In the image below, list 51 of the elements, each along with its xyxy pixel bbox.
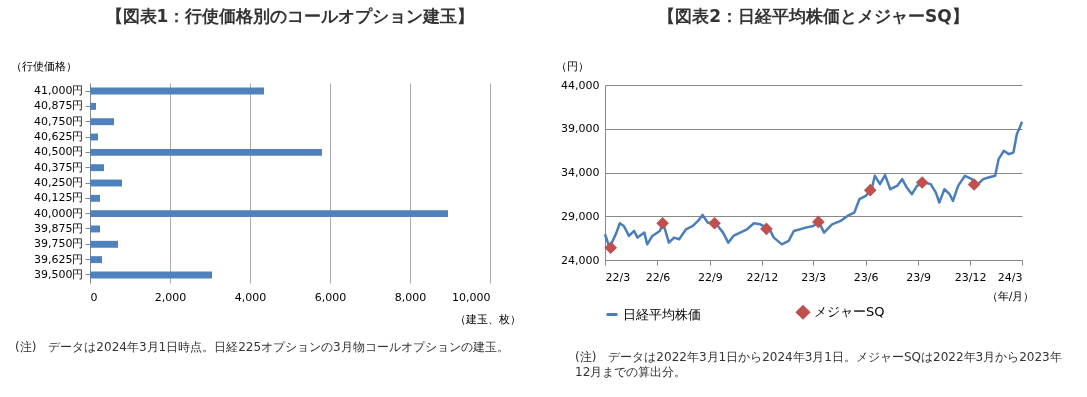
y-tick-label: 40,375円 (34, 160, 84, 174)
x-tick-label: 22/12 (746, 270, 779, 284)
x-tick-label: 23/3 (801, 270, 827, 284)
bar (90, 148, 322, 156)
x-tick-label: 4,000 (234, 290, 267, 304)
y-tick-label: 29,000 (561, 209, 600, 223)
legend-label: メジャーSQ (814, 304, 885, 320)
y-tick-label: 39,625円 (34, 252, 84, 266)
y-tick-label: 40,000円 (34, 206, 84, 220)
y-tick-label: 40,750円 (34, 114, 84, 128)
x-tick-label: 10,000 (452, 290, 491, 304)
y-tick-label: 40,625円 (34, 130, 84, 144)
x-tick-label: 2,000 (154, 290, 187, 304)
x-tick-label: 8,000 (394, 290, 427, 304)
bar (90, 164, 104, 172)
bar (90, 240, 118, 248)
x-tick-label: 0 (90, 290, 98, 304)
x-tick-label: 23/9 (906, 270, 932, 284)
y-axis-title: （円） (555, 59, 589, 73)
y-tick-label: 40,250円 (34, 176, 84, 189)
x-tick-label: 6,000 (314, 290, 347, 304)
y-tick-label: 24,000 (561, 253, 600, 267)
x-tick-label: 22/6 (645, 270, 671, 284)
chart-title: 【図表1：行使価格別のコールオプション建玉】 (105, 6, 475, 26)
bar (90, 194, 100, 202)
x-tick-label: 23/6 (853, 270, 879, 284)
y-tick-label: 39,875円 (34, 221, 84, 235)
legend-label: 日経平均株価 (623, 306, 701, 322)
y-tick-label: 44,000 (561, 78, 600, 92)
x-axis-title: （建玉、枚） (454, 312, 521, 326)
x-tick-label: 23/12 (954, 270, 987, 284)
y-tick-label: 40,500円 (34, 145, 84, 159)
y-axis-title: （行使価格） (10, 59, 77, 73)
x-tick-label: 22/9 (698, 270, 723, 284)
text: (注) データは2022年3月1日から2024年3月1日。メジャーSQは2022年3月から2023年12月までの算出分。 (575, 350, 1063, 380)
y-tick-label: 41,000円 (34, 84, 84, 98)
y-tick-label: 40,875円 (34, 99, 84, 113)
text: (注) データは2024年3月1日時点。日経225オプションの3月物コールオプションの建玉。 (15, 340, 510, 355)
chart-title: 【図表2：日経平均株価とメジャーSQ】 (658, 6, 969, 26)
y-tick-label: 39,750円 (34, 237, 84, 251)
y-tick-label: 40,125円 (34, 191, 84, 205)
y-tick-label: 34,000 (561, 166, 600, 179)
x-axis-title: （年/月） (986, 289, 1035, 303)
y-tick-label: 39,500円 (34, 267, 84, 281)
bar (90, 102, 96, 110)
y-tick-label: 39,000 (561, 122, 600, 136)
bar (90, 256, 102, 264)
bar (90, 210, 448, 218)
x-tick-label: 22/3 (605, 270, 631, 284)
x-tick-label: 24/3 (997, 270, 1023, 284)
bar (90, 118, 114, 126)
